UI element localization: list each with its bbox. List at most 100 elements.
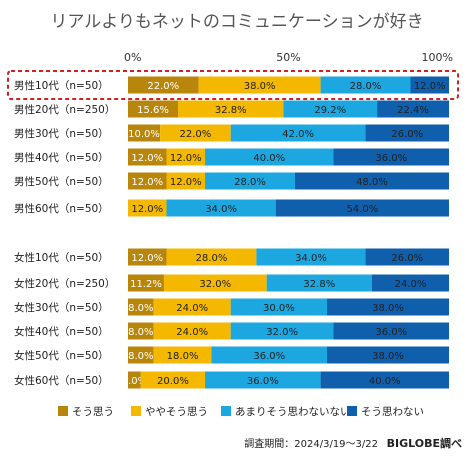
bar-segment [178, 100, 284, 118]
bar-segment [266, 274, 372, 292]
bar-segment [294, 172, 449, 190]
bar-segment [283, 100, 378, 118]
data-label: 12.0% [170, 153, 202, 164]
category-label: 男性30代（n=50） [14, 127, 109, 140]
data-label: 12.0% [131, 177, 163, 188]
chart-title: リアルよりもネットのコミュニケーションが好き [50, 12, 423, 32]
data-label: 32.8% [215, 105, 247, 116]
data-label: 8.0% [128, 303, 153, 314]
bar-row: 男性30代（n=50） 10.0% 22.0% 42.0% 26.0% [14, 124, 449, 142]
legend-label: あまりそう思わないない [235, 406, 351, 418]
category-label: 女性10代（n=50） [14, 251, 109, 264]
x-tick-label: 0% [124, 51, 141, 64]
bar-row: 男性20代（n=250） 15.6% 32.8% 29.2% 22.4% [14, 100, 449, 118]
bar-row: 男性50代（n=50） 12.0% 12.0% 28.0% 48.0% [14, 172, 449, 190]
bar-segment [128, 298, 154, 316]
bar-segment [153, 346, 212, 364]
data-label: 40.0% [369, 376, 401, 387]
bar-segment [128, 76, 199, 94]
data-label: 20.0% [157, 376, 189, 387]
data-label: 36.0% [253, 351, 285, 362]
data-label: 28.0% [234, 177, 266, 188]
data-label: 22.4% [397, 105, 429, 116]
data-label: 10.0% [128, 129, 160, 140]
data-label: 40.0% [253, 153, 285, 164]
legend: そう思う ややそう思う あまりそう思わないない そう思わない [58, 406, 424, 418]
data-label: 15.6% [137, 105, 169, 116]
bar-segment [333, 322, 449, 340]
bar-row: 男性10代（n=50） 22.0% 38.0% 28.0% 12.0% [7, 70, 459, 100]
data-label: 22.0% [147, 81, 179, 92]
legend-label: ややそう思う [145, 406, 208, 418]
bar-segment [230, 124, 366, 142]
data-label: 36.0% [247, 376, 279, 387]
category-label: 男性40代（n=50） [14, 151, 109, 164]
bar-segment [377, 100, 449, 118]
plot-area: 男性10代（n=50） 22.0% 38.0% 28.0% 12.0% 男性20代（n=2… [7, 70, 459, 389]
data-label: 12.0% [170, 177, 202, 188]
data-label: 12.0% [131, 253, 163, 264]
data-label: 8.0% [128, 327, 153, 338]
bar-segment [371, 274, 449, 292]
bar-segment [275, 199, 449, 217]
bar-segment [365, 248, 449, 266]
bar-segment [320, 371, 449, 389]
bar-segment [128, 322, 154, 340]
bar-segment [327, 298, 449, 316]
bar-segment [128, 148, 167, 166]
data-label: 32.0% [199, 279, 231, 290]
bar-segment [128, 371, 141, 389]
bar-segment [166, 199, 276, 217]
data-label: 12.0% [131, 153, 163, 164]
bar-row: 女性10代（n=50） 12.0% 28.0% 34.0% 26.0% [14, 248, 449, 266]
bar-segment [365, 124, 449, 142]
data-label: 22.0% [180, 129, 212, 140]
x-axis-ticks: 0% 50% 100% [124, 51, 453, 64]
bar-row: 女性40代（n=50） 8.0% 24.0% 32.0% 36.0% [14, 322, 449, 340]
data-label: 48.0% [356, 177, 388, 188]
data-label: 36.0% [375, 327, 407, 338]
bar-segment [166, 172, 206, 190]
data-label: 24.0% [395, 279, 427, 290]
bar-segment [128, 346, 154, 364]
data-label: 4.0% [122, 376, 147, 387]
data-label: 26.0% [391, 129, 423, 140]
data-label: 32.8% [303, 279, 335, 290]
bar-segment [327, 346, 449, 364]
bar-segment [205, 371, 321, 389]
category-label: 女性30代（n=50） [14, 301, 109, 314]
data-label: 11.2% [130, 279, 162, 290]
data-label: 26.0% [391, 253, 423, 264]
category-label: 男性60代（n=50） [14, 202, 109, 215]
bar-segment [128, 199, 167, 217]
bar-segment [128, 248, 167, 266]
survey-period: 調査期間：2024/3/19～3/22 [244, 437, 378, 450]
source-label: BIGLOBE調べ [387, 436, 462, 450]
category-label: 男性20代（n=250） [14, 103, 115, 116]
bar-row: 男性40代（n=50） 12.0% 12.0% 40.0% 36.0% [14, 148, 449, 166]
data-label: 38.0% [372, 303, 404, 314]
category-label: 男性10代（n=50） [14, 79, 109, 92]
bar-segment [256, 248, 366, 266]
data-label: 24.0% [176, 327, 208, 338]
bar-segment [140, 371, 206, 389]
data-label: 32.0% [266, 327, 298, 338]
data-label: 12.0% [131, 204, 163, 215]
data-label: 38.0% [372, 351, 404, 362]
bar-segment [128, 124, 161, 142]
bar-segment [128, 100, 179, 118]
bar-segment [166, 148, 206, 166]
data-label: 29.2% [314, 105, 346, 116]
bar-segment [230, 322, 334, 340]
data-label: 8.0% [128, 351, 153, 362]
bar-row: 女性60代（n=50） 4.0% 20.0% 36.0% 40.0% [14, 371, 449, 389]
data-label: 28.0% [196, 253, 228, 264]
data-label: 38.0% [244, 81, 276, 92]
bar-segment [160, 124, 231, 142]
bar-segment [211, 346, 328, 364]
legend-swatch [58, 406, 68, 416]
data-label: 24.0% [176, 303, 208, 314]
bar-segment [163, 274, 267, 292]
x-tick-label: 100% [422, 51, 453, 64]
legend-label: そう思わない [361, 406, 424, 418]
